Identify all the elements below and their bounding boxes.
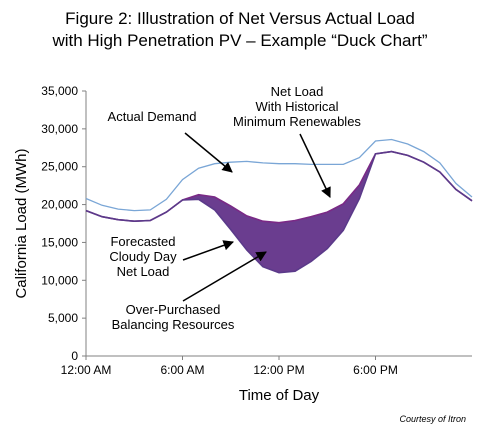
annotation-cloudy-day-net-load: Net Load (117, 264, 170, 279)
annotation-actual-demand-arrow (184, 132, 233, 173)
chart-title: Figure 2: Illustration of Net Versus Act… (0, 8, 480, 52)
annotation-net-load-min-renewables: Net Load (271, 84, 324, 99)
y-tick-label: 5,000 (48, 311, 78, 325)
x-tick-label: 6:00 AM (160, 363, 204, 377)
cloudy-day-net-load-line (85, 150, 473, 274)
annotation-cloudy-day-net-load: Forecasted (110, 234, 175, 249)
annotation-cloudy-day-net-load-arrow (182, 240, 234, 261)
x-tick-label: 12:00 AM (61, 363, 112, 377)
over-purchased-area (86, 151, 472, 273)
y-tick-label: 30,000 (41, 122, 78, 136)
x-axis-label: Time of Day (239, 387, 320, 404)
y-tick-label: 15,000 (41, 235, 78, 249)
annotation-net-load-min-renewables: With Historical (255, 99, 338, 114)
net-load-line (85, 150, 473, 224)
y-tick-label: 0 (71, 349, 78, 363)
y-axis-label: California Load (MWh) (13, 148, 30, 298)
annotation-cloudy-day-net-load: Cloudy Day (109, 249, 177, 264)
y-tick-label: 25,000 (41, 160, 78, 174)
annotation-over-purchased: Over-Purchased (126, 302, 221, 317)
annotation-net-load-min-renewables-arrow (299, 133, 331, 198)
annotation-net-load-min-renewables: Minimum Renewables (233, 114, 361, 129)
y-tick-label: 10,000 (41, 273, 78, 287)
credit-note: Courtesy of Itron (399, 414, 466, 424)
actual-demand-line (85, 138, 473, 212)
x-tick-label: 6:00 PM (353, 363, 398, 377)
chart-title-line-1: Figure 2: Illustration of Net Versus Act… (65, 9, 415, 28)
x-tick-label: 12:00 PM (253, 363, 304, 377)
annotation-over-purchased: Balancing Resources (112, 317, 235, 332)
annotation-over-purchased-arrow (182, 251, 267, 302)
chart-title-line-2: with High Penetration PV – Example “Duck… (52, 31, 428, 50)
annotation-actual-demand: Actual Demand (108, 109, 197, 124)
y-tick-label: 35,000 (41, 84, 78, 98)
y-tick-label: 20,000 (41, 198, 78, 212)
